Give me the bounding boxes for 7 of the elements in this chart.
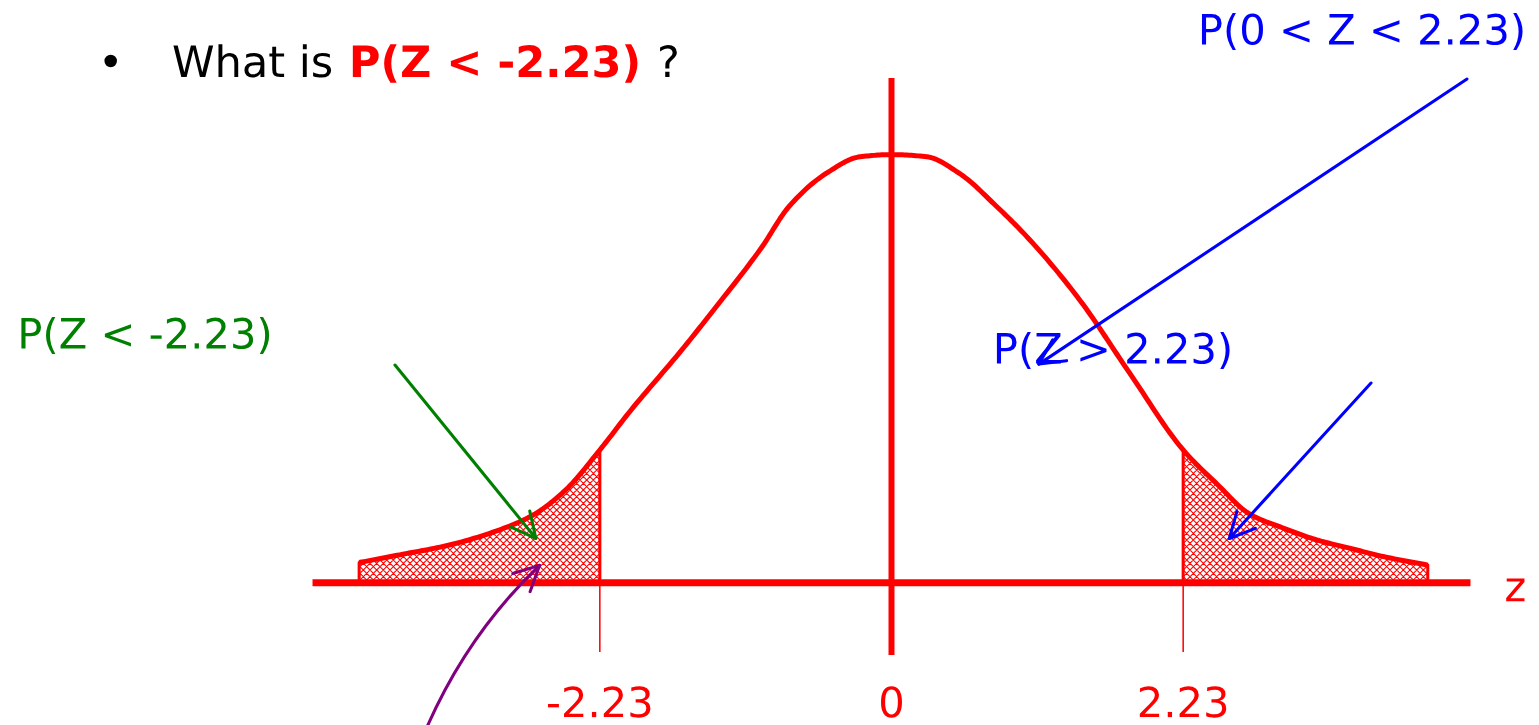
x-tick-label: 2.23: [1139, 686, 1227, 718]
text: P(Z < -2.23): [21, 316, 270, 354]
x-tick-label: 0: [880, 686, 902, 718]
text: P(0 < Z < 2.23): [1201, 12, 1523, 50]
x-axis-title: z: [1506, 578, 1525, 602]
chart-title: • What is P(Z < -2.23) ?: [104, 44, 677, 83]
x-tick-label: -2.23: [547, 686, 651, 718]
